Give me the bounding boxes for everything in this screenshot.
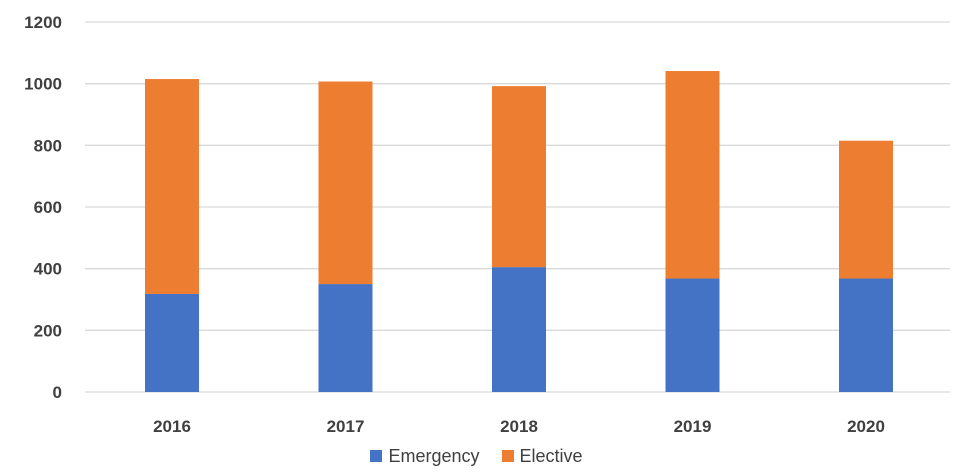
- y-tick-label-600: 600: [34, 198, 62, 217]
- bar-elective-2019: [665, 71, 720, 279]
- legend-label-elective: Elective: [519, 445, 583, 466]
- legend-item-emergency: Emergency: [370, 445, 480, 467]
- legend-swatch-emergency: [370, 450, 383, 462]
- y-tick-label-1000: 1000: [24, 75, 62, 94]
- y-tick-label-200: 200: [34, 321, 62, 340]
- x-tick-label-2019: 2019: [674, 417, 712, 436]
- legend-item-elective: Elective: [501, 445, 583, 467]
- legend-swatch-elective: [501, 450, 514, 462]
- legend-label-emergency: Emergency: [388, 445, 480, 466]
- bar-elective-2017: [318, 81, 373, 285]
- bars: [145, 71, 893, 392]
- y-tick-label-0: 0: [53, 383, 62, 402]
- y-tick-label-800: 800: [34, 136, 62, 155]
- x-tick-label-2016: 2016: [153, 417, 191, 436]
- y-tick-label-1200: 1200: [24, 13, 62, 32]
- x-tick-label-2017: 2017: [327, 417, 365, 436]
- bar-emergency-2019: [665, 278, 720, 392]
- bar-elective-2016: [145, 79, 199, 294]
- bar-elective-2020: [839, 140, 893, 279]
- bar-emergency-2020: [839, 278, 893, 392]
- y-axis-tick-labels: 0 200 400 600 800 1000 1200: [24, 13, 62, 402]
- bar-elective-2018: [492, 86, 546, 268]
- x-axis-tick-labels: 2016 2017 2018 2019 2020: [153, 417, 885, 436]
- bar-emergency-2017: [318, 284, 373, 392]
- x-tick-label-2020: 2020: [847, 417, 885, 436]
- bar-emergency-2018: [492, 267, 546, 392]
- bar-emergency-2016: [145, 293, 199, 392]
- y-tick-label-400: 400: [34, 260, 62, 279]
- legend: Emergency Elective: [0, 444, 953, 468]
- x-tick-label-2018: 2018: [500, 417, 538, 436]
